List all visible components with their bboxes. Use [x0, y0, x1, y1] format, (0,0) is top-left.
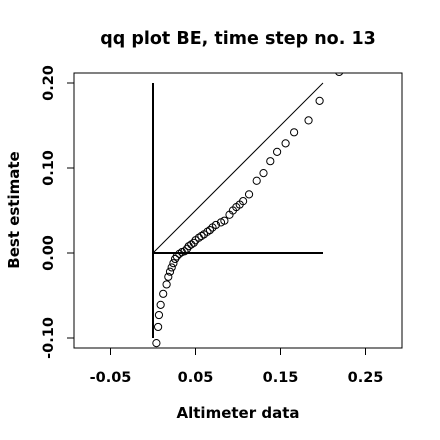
data-point	[152, 339, 161, 348]
data-point	[156, 300, 165, 309]
data-point	[187, 240, 196, 249]
data-point	[203, 227, 212, 236]
data-point	[172, 252, 181, 261]
x-tick-label: 0.25	[348, 370, 384, 386]
data-point	[167, 263, 176, 272]
data-point	[164, 272, 173, 281]
data-point	[220, 216, 229, 225]
y-tick-label: 0.20	[41, 65, 57, 101]
data-point	[315, 96, 324, 105]
data-point	[259, 169, 268, 178]
data-point	[273, 147, 282, 156]
data-point	[239, 197, 248, 206]
data-point	[335, 73, 344, 77]
data-point	[189, 238, 198, 247]
y-tick-label: -0.10	[41, 317, 57, 359]
identity-line	[152, 82, 324, 254]
data-point	[162, 280, 171, 289]
x-tick-label: 0.05	[178, 370, 214, 386]
data-point	[290, 128, 299, 137]
data-point	[171, 254, 180, 264]
data-point	[182, 244, 192, 253]
data-point	[211, 220, 220, 230]
x-tick-label: 0.15	[263, 370, 299, 386]
x-tick-label: -0.05	[90, 370, 132, 386]
data-point	[252, 176, 261, 185]
y-tick-label: 0.00	[41, 235, 57, 271]
x-axis: -0.05 0.05 0.15 0.25	[90, 347, 384, 386]
data-points	[152, 73, 344, 348]
data-point	[165, 267, 175, 276]
y-axis: -0.10 0.00 0.10 0.20	[41, 65, 75, 359]
data-point	[244, 190, 254, 199]
data-point	[266, 157, 275, 166]
data-point	[281, 139, 290, 148]
chart-title: qq plot BE, time step no. 13	[100, 29, 376, 49]
data-point	[184, 242, 193, 251]
data-point	[205, 225, 215, 235]
data-point	[154, 310, 164, 320]
x-axis-title: Altimeter data	[177, 404, 300, 422]
data-point	[154, 322, 163, 332]
data-point	[175, 249, 184, 258]
data-point	[169, 259, 178, 268]
y-tick-label: 0.10	[41, 150, 57, 186]
y-axis-title: Best estimate	[5, 151, 23, 268]
data-point	[304, 116, 313, 125]
data-point	[159, 289, 168, 298]
data-point	[197, 231, 206, 241]
data-point	[180, 247, 189, 256]
